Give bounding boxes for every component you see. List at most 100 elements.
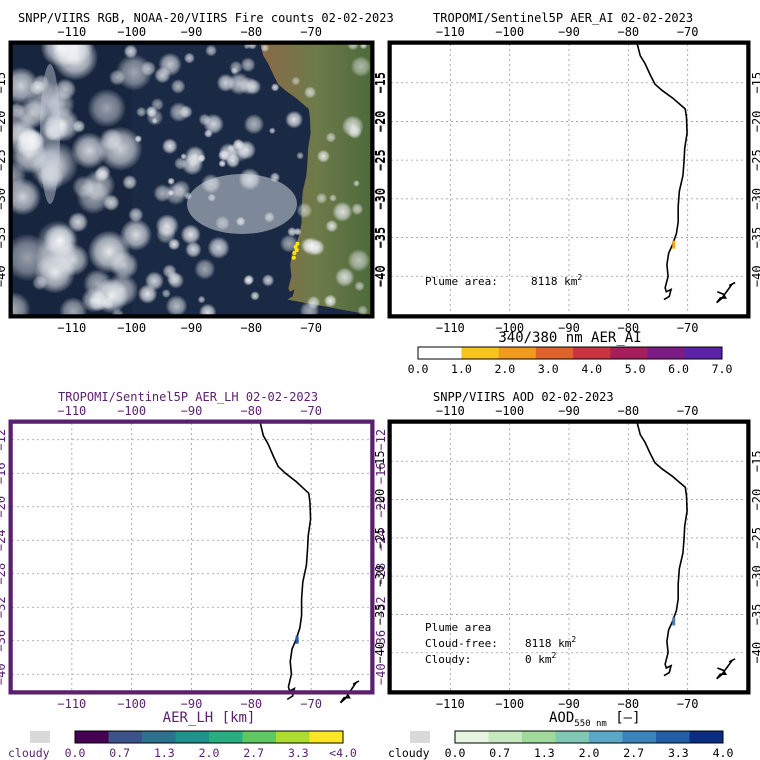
colorbar-tick-label: 0.0 <box>445 746 466 760</box>
colorbar-tick-label: 1.3 <box>154 746 175 760</box>
map-panel-1: SNPP/VIIRS RGB, NOAA-20/VIIRS Fire count… <box>0 11 394 335</box>
lat-tick-label-left: −20 <box>373 111 387 133</box>
map-panel-2: TROPOMI/Sentinel5P AER_AI 02-02-2023 Plum… <box>373 11 760 376</box>
graticule <box>391 44 747 315</box>
cloudy-label: cloudy <box>8 746 50 760</box>
lon-tick-label-bottom: −110 <box>57 321 86 335</box>
map-panel-3: TROPOMI/Sentinel5P AER_LH 02-02-2023−110… <box>0 390 388 760</box>
lat-tick-label-left: −36 <box>0 630 8 652</box>
lat-tick-label-left: −35 <box>373 227 387 249</box>
coastline <box>636 422 688 677</box>
lat-tick-label-left: −24 <box>0 529 8 551</box>
lat-tick-label-right: −20 <box>374 496 388 518</box>
colorbar-title: AER_LH [km] <box>163 710 256 726</box>
lon-tick-label-top: −80 <box>240 25 262 39</box>
lat-tick-label-left: −30 <box>373 565 387 587</box>
lat-tick-label-left: −25 <box>373 527 387 549</box>
colorbar-tick-label: 3.3 <box>288 746 309 760</box>
colorbar-tick-label: 4.0 <box>581 362 602 376</box>
lon-tick-label-top: −90 <box>181 404 203 418</box>
cloudy-label: cloudy <box>388 746 430 760</box>
lon-tick-label-top: −100 <box>495 25 524 39</box>
lat-tick-label-left: −35 <box>0 227 8 249</box>
lon-tick-label-bottom: −110 <box>436 697 465 711</box>
lat-tick-label-right: −16 <box>374 462 388 484</box>
land-area <box>260 44 371 315</box>
lat-tick-label-right: −40 <box>750 642 760 664</box>
lat-tick-label-right: −24 <box>374 529 388 551</box>
map-panel-4: SNPP/VIIRS AOD 02-02-2023 Plume area Cloud… <box>373 390 760 760</box>
plume-marker <box>295 635 299 644</box>
east-coastline <box>716 658 736 680</box>
lon-tick-label-bottom: −110 <box>436 321 465 335</box>
lat-tick-label-left: −30 <box>0 188 8 210</box>
lat-tick-label-right: −35 <box>750 604 760 626</box>
plume-annotation: Plume area: 8118 km2 <box>425 273 582 288</box>
lat-tick-label-left: −40 <box>0 663 8 685</box>
axis-ticks: −110 −110 −100 −100 −90 −90 −80 −80 −70 −70 −15 −15… <box>373 404 760 711</box>
colorbar: 0.0 0.7 1.3 2.0 2.7 3.3 <4.0 AER_LH [km] cloudy <box>8 710 357 760</box>
svg-text:8118 km2: 8118 km2 <box>531 273 582 288</box>
lat-tick-label-left: −25 <box>373 149 387 171</box>
graticule <box>391 423 747 691</box>
colorbar-tick-label: 2.0 <box>494 362 515 376</box>
lat-tick-label-right: −30 <box>750 565 760 587</box>
axis-ticks: −110 −110 −100 −100 −90 −90 −80 −80 −70 −70 −15 −15… <box>373 25 760 335</box>
lon-tick-label-bottom: −80 <box>617 697 639 711</box>
lat-tick-label-right: −30 <box>750 188 760 210</box>
lat-tick-label-right: −28 <box>374 563 388 585</box>
lon-tick-label-bottom: −100 <box>117 697 146 711</box>
lon-tick-label-bottom: −80 <box>240 321 262 335</box>
lat-tick-label-right: −40 <box>374 265 388 287</box>
colorbar-tick-label: 6.0 <box>668 362 689 376</box>
coastline <box>636 43 688 301</box>
lon-tick-label-bottom: −90 <box>558 697 580 711</box>
lat-tick-label-right: −32 <box>374 596 388 618</box>
lon-tick-label-top: −110 <box>57 404 86 418</box>
lon-tick-label-bottom: −100 <box>117 321 146 335</box>
svg-text:8118 km2: 8118 km2 <box>525 635 576 650</box>
colorbar-tick-label: 0.7 <box>489 746 510 760</box>
lat-tick-label-right: −36 <box>374 630 388 652</box>
lon-tick-label-top: −90 <box>181 25 203 39</box>
lon-tick-label-bottom: −90 <box>558 321 580 335</box>
cloudy-swatch <box>30 731 50 743</box>
lat-tick-label-left: −32 <box>0 596 8 618</box>
lat-tick-label-left: −28 <box>0 563 8 585</box>
lat-tick-label-right: −20 <box>750 489 760 511</box>
colorbar-tick-label: 4.0 <box>713 746 734 760</box>
lat-tick-label-left: −15 <box>373 72 387 94</box>
colorbar-tick-label: 2.0 <box>579 746 600 760</box>
lon-tick-label-top: −80 <box>617 404 639 418</box>
plume-marker <box>672 240 676 249</box>
graticule <box>12 423 371 691</box>
lon-tick-label-top: −100 <box>495 404 524 418</box>
lat-tick-label-left: −30 <box>373 188 387 210</box>
east-coastline <box>716 281 736 304</box>
lon-tick-label-top: −110 <box>436 25 465 39</box>
fire-counts <box>291 241 300 260</box>
lat-tick-label-left: −16 <box>0 462 8 484</box>
lon-tick-label-bottom: −80 <box>617 321 639 335</box>
lon-tick-label-bottom: −90 <box>181 697 203 711</box>
plume-annotation: Plume area Cloud-free: 8118 km2 Cloudy: 0 km… <box>425 621 576 666</box>
lon-tick-label-bottom: −110 <box>57 697 86 711</box>
svg-text:Plume area:: Plume area: <box>425 275 498 288</box>
lon-tick-label-top: −80 <box>240 404 262 418</box>
axis-ticks: −110 −110 −100 −100 −90 −90 −80 −80 −70 −70 −12 −12… <box>0 404 388 711</box>
lat-tick-label-right: −20 <box>750 111 760 133</box>
plume-marker <box>672 617 676 626</box>
panel-title: TROPOMI/Sentinel5P AER_AI 02-02-2023 <box>433 11 693 25</box>
colorbar-tick-label: 1.3 <box>534 746 555 760</box>
lon-tick-label-bottom: −70 <box>300 697 322 711</box>
panel-title: TROPOMI/Sentinel5P AER_LH 02-02-2023 <box>58 390 318 404</box>
colorbar-tick-label: 2.0 <box>199 746 220 760</box>
axis-ticks: −110 −110 −100 −100 −90 −90 −80 −80 −70 −70 −15 −15… <box>0 25 388 335</box>
lat-tick-label-left: −15 <box>373 450 387 472</box>
east-coastline <box>339 680 360 704</box>
lat-tick-label-right: −30 <box>374 188 388 210</box>
colorbar-tick-label: 0.7 <box>109 746 130 760</box>
lat-tick-label-left: −15 <box>0 72 8 94</box>
lon-tick-label-top: −70 <box>677 25 699 39</box>
